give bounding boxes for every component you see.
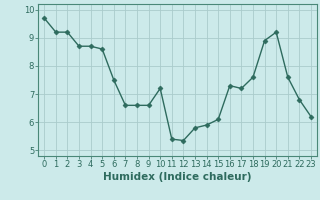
X-axis label: Humidex (Indice chaleur): Humidex (Indice chaleur) — [103, 172, 252, 182]
